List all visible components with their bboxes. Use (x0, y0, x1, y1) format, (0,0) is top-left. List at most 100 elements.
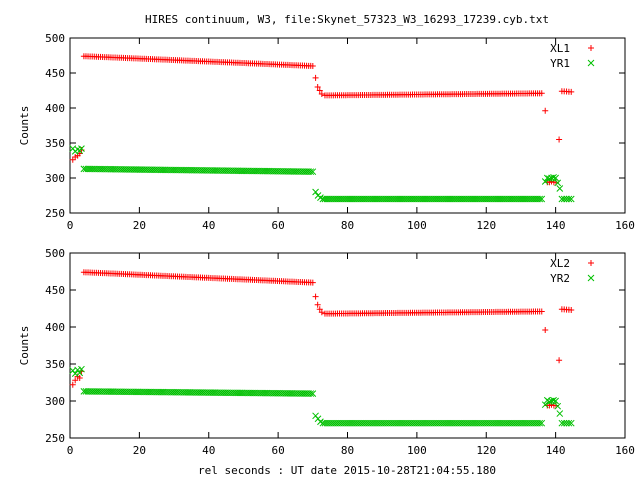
data-point (538, 195, 546, 203)
y-tick-label: 400 (45, 321, 65, 334)
series-YR2 (69, 365, 575, 427)
x-tick-label: 0 (67, 219, 74, 232)
legend-label: XL2 (550, 257, 570, 270)
data-point (567, 419, 575, 427)
x-tick-label: 120 (476, 444, 496, 457)
data-point (538, 419, 546, 427)
data-point (546, 175, 553, 183)
data-point (550, 173, 557, 181)
data-point (565, 419, 573, 427)
data-point (568, 88, 575, 95)
x-tick-label: 60 (272, 219, 285, 232)
legend-marker (588, 260, 594, 266)
y-tick-label: 450 (45, 284, 65, 297)
series-XL1 (69, 53, 575, 186)
data-point (568, 306, 575, 313)
data-point (565, 195, 573, 203)
data-point (318, 91, 325, 97)
x-tick-label: 140 (546, 219, 566, 232)
y-tick-label: 400 (45, 102, 65, 115)
data-point (314, 84, 321, 90)
x-tick-label: 0 (67, 444, 74, 457)
y-tick-label: 500 (45, 247, 65, 260)
data-point (316, 87, 323, 94)
data-point (318, 309, 325, 316)
bottom-panel: 0 20 40 60 80 100 120 140 160 250 300 350 400 450 500 C… (18, 247, 635, 457)
data-point (541, 178, 549, 185)
x-tick-label: 140 (546, 444, 566, 457)
top-panel: 0 20 40 60 80 100 120 140 160 250 300 350 400 450 500 C… (18, 32, 635, 232)
y-tick-label: 250 (45, 432, 65, 445)
x-tick-label: 100 (407, 444, 427, 457)
y-tick-label: 350 (45, 137, 65, 150)
series-XL2 (69, 269, 575, 409)
data-point (312, 188, 319, 196)
plot-frame (69, 37, 626, 214)
legend-marker (587, 59, 595, 67)
data-point (309, 63, 316, 69)
data-point (556, 357, 563, 364)
x-tick-label: 40 (202, 444, 215, 457)
data-point (78, 365, 85, 373)
data-point (309, 279, 316, 286)
x-axis-label: rel seconds : UT date 2015-10-28T21:04:5… (198, 464, 496, 477)
y-tick-label: 500 (45, 32, 65, 45)
x-tick-label: 20 (133, 219, 146, 232)
data-point (546, 398, 553, 406)
y-tick-label: 300 (45, 395, 65, 408)
y-tick-label: 350 (45, 358, 65, 371)
data-point (309, 168, 317, 176)
x-tick-label: 20 (133, 444, 146, 457)
x-tick-label: 120 (476, 219, 496, 232)
x-tick-label: 80 (341, 444, 354, 457)
data-point (536, 195, 544, 203)
data-point (538, 308, 545, 315)
series-YR1 (69, 145, 575, 203)
data-point (536, 419, 544, 427)
data-point (554, 179, 562, 187)
data-point (542, 107, 549, 114)
plot-frame (69, 252, 626, 439)
y-tick-label: 450 (45, 67, 65, 80)
data-point (307, 168, 315, 176)
x-tick-label: 160 (615, 219, 635, 232)
y-axis-label: Counts (18, 326, 31, 366)
legend-label: YR1 (550, 57, 570, 70)
data-point (307, 390, 315, 397)
x-tick-label: 40 (202, 219, 215, 232)
data-point (538, 90, 545, 97)
data-point (542, 326, 549, 333)
data-point (69, 381, 76, 388)
data-point (309, 390, 317, 397)
data-point (552, 397, 559, 405)
legend-marker (587, 274, 595, 282)
data-point (552, 174, 559, 182)
y-tick-label: 250 (45, 207, 65, 220)
data-point (556, 410, 564, 417)
data-point (550, 396, 557, 404)
x-tick-label: 80 (341, 219, 354, 232)
data-point (554, 402, 562, 410)
data-point (556, 185, 564, 192)
y-tick-label: 300 (45, 172, 65, 185)
y-axis-label: Counts (18, 106, 31, 146)
data-point (314, 301, 321, 308)
x-tick-label: 60 (272, 444, 285, 457)
x-tick-label: 160 (615, 444, 635, 457)
data-point (76, 375, 83, 382)
data-point (72, 377, 79, 384)
legend-marker (588, 45, 594, 51)
legend-label: YR2 (550, 272, 570, 285)
x-tick-label: 100 (407, 219, 427, 232)
data-point (556, 136, 563, 143)
data-point (541, 401, 549, 409)
data-point (76, 369, 84, 377)
data-point (78, 145, 85, 152)
data-point (312, 74, 319, 81)
data-point (567, 195, 575, 203)
chart-title: HIRES continuum, W3, file:Skynet_57323_W… (145, 13, 549, 26)
data-point (312, 293, 319, 300)
legend-label: XL1 (550, 42, 570, 55)
